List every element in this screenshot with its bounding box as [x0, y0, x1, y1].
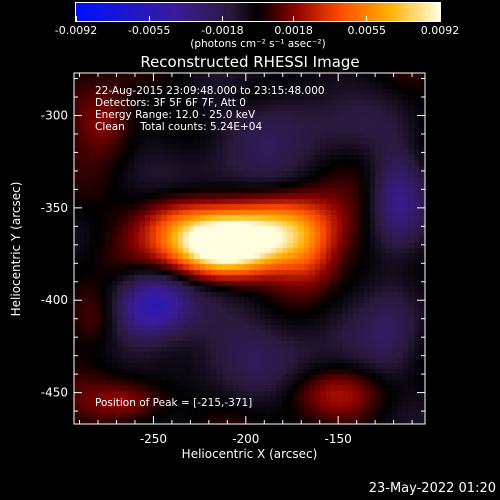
- x-tick-label: -150: [325, 432, 352, 446]
- colorbar-tick-label: -0.0092: [54, 24, 98, 37]
- colorbar-tick: [75, 16, 77, 21]
- colorbar-tick-label: 0.0018: [274, 24, 313, 37]
- colorbar-tick: [221, 16, 223, 21]
- y-tick-label: -300: [41, 108, 68, 122]
- heatmap-image: [74, 73, 425, 424]
- annotation-counts: Total counts: 5.24E+04: [140, 121, 263, 133]
- y-tick-label: -400: [41, 293, 68, 307]
- colorbar-frame: [75, 2, 441, 22]
- annotation-peak-position: Position of Peak = [-215,-371]: [95, 397, 253, 409]
- colorbar-tick: [366, 16, 368, 21]
- annotation-energy: Energy Range: 12.0 - 25.0 keV: [95, 109, 256, 121]
- plot-frame: [73, 72, 426, 425]
- annotation-detectors: Detectors: 3F 5F 6F 7F, Att 0: [95, 97, 246, 109]
- annotation-clean: Clean: [95, 121, 125, 133]
- y-tick-label: -350: [41, 201, 68, 215]
- colorbar-tick-label: -0.0055: [127, 24, 171, 37]
- colorbar-tick: [439, 16, 441, 21]
- annotation-block: 22-Aug-2015 23:09:48.000 to 23:15:48.000…: [95, 85, 325, 133]
- colorbar-tick-label: -0.0018: [201, 24, 244, 37]
- colorbar-tick-label: 0.0092: [420, 24, 460, 37]
- annotation-time-range: 22-Aug-2015 23:09:48.000 to 23:15:48.000: [95, 85, 325, 97]
- colorbar-unit-label: (photons cm⁻² s⁻¹ asec⁻²): [190, 38, 326, 50]
- colorbar-tick: [148, 16, 150, 21]
- y-axis-title: Heliocentric Y (arcsec): [9, 181, 23, 317]
- colorbar-gradient: [76, 3, 440, 21]
- y-tick-label: -450: [41, 386, 68, 400]
- x-axis-title: Heliocentric X (arcsec): [181, 447, 318, 461]
- colorbar-tick: [293, 16, 295, 21]
- x-tick-label: -250: [140, 432, 167, 446]
- chart-title: Reconstructed RHESSI Image: [140, 53, 360, 71]
- colorbar-tick-label: 0.0055: [347, 24, 387, 37]
- x-tick-label: -200: [232, 432, 259, 446]
- footer-timestamp: 23-May-2022 01:20: [368, 481, 496, 496]
